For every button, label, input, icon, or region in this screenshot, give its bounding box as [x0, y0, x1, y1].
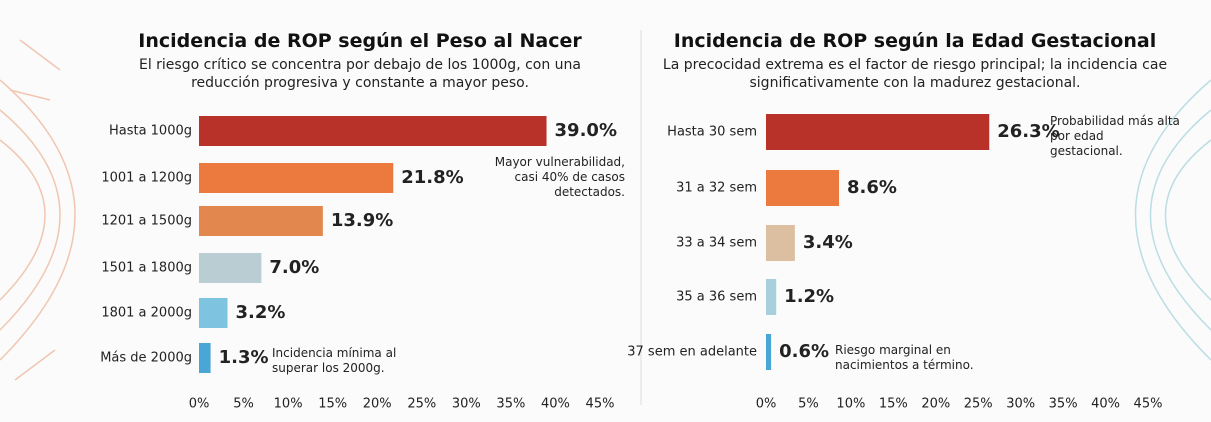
- value-label: 39.0%: [555, 120, 617, 141]
- category-label: Hasta 1000g: [109, 124, 192, 139]
- category-label: 35 a 36 sem: [676, 290, 757, 305]
- bar: [766, 114, 989, 150]
- category-label: 1201 a 1500g: [101, 214, 192, 229]
- category-label: 1801 a 2000g: [101, 306, 192, 321]
- bar: [766, 225, 795, 261]
- x-tick-label: 35%: [1049, 397, 1078, 412]
- x-tick-label: 0%: [189, 397, 210, 412]
- category-label: 1001 a 1200g: [101, 171, 192, 186]
- chart-subtitle: La precocidad extrema es el factor de ri…: [660, 56, 1170, 92]
- bar: [199, 253, 261, 283]
- x-tick-label: 10%: [274, 397, 303, 412]
- value-label: 21.8%: [401, 167, 463, 188]
- annotation: Mayor vulnerabilidad, casi 40% de casos …: [470, 155, 625, 200]
- annotation: Probabilidad más alta por edad gestacion…: [1050, 114, 1180, 159]
- value-label: 0.6%: [779, 341, 829, 362]
- x-tick-label: 45%: [1134, 397, 1163, 412]
- x-tick-label: 0%: [756, 397, 777, 412]
- category-label: Más de 2000g: [100, 351, 192, 366]
- bar: [766, 334, 771, 370]
- bar: [199, 206, 323, 236]
- annotation: Riesgo marginal en nacimientos a término…: [835, 343, 995, 373]
- value-label: 3.2%: [236, 302, 286, 323]
- value-label: 8.6%: [847, 177, 897, 198]
- x-tick-label: 20%: [363, 397, 392, 412]
- value-label: 3.4%: [803, 232, 853, 253]
- x-tick-label: 20%: [921, 397, 950, 412]
- value-label: 1.2%: [784, 286, 834, 307]
- x-tick-label: 15%: [318, 397, 347, 412]
- category-label: 33 a 34 sem: [676, 236, 757, 251]
- value-label: 1.3%: [219, 347, 269, 368]
- value-label: 13.9%: [331, 210, 393, 231]
- x-tick-label: 10%: [836, 397, 865, 412]
- bar: [199, 163, 393, 193]
- x-tick-label: 25%: [407, 397, 436, 412]
- x-tick-label: 25%: [964, 397, 993, 412]
- x-tick-label: 15%: [879, 397, 908, 412]
- infographic: 0% 5% 10% 15% 20% 25% 30% 35% 40% 45% Hasta 1000g 3…: [0, 0, 1211, 422]
- x-tick-label: 30%: [452, 397, 481, 412]
- bar: [199, 343, 211, 373]
- bar: [199, 298, 228, 328]
- x-tick-label: 30%: [1006, 397, 1035, 412]
- x-tick-label: 40%: [1091, 397, 1120, 412]
- x-tick-label: 45%: [586, 397, 615, 412]
- bar: [766, 279, 776, 315]
- annotation: Incidencia mínima al superar los 2000g.: [272, 346, 422, 376]
- chart-title: Incidencia de ROP según la Edad Gestacio…: [660, 30, 1170, 52]
- bar: [199, 116, 547, 146]
- x-tick-label: 35%: [496, 397, 525, 412]
- category-label: 1501 a 1800g: [101, 261, 192, 276]
- x-tick-label: 5%: [798, 397, 819, 412]
- chart-title: Incidencia de ROP según el Peso al Nacer: [100, 30, 620, 52]
- x-tick-label: 40%: [541, 397, 570, 412]
- bar: [766, 170, 839, 206]
- value-label: 7.0%: [269, 257, 319, 278]
- x-tick-label: 5%: [233, 397, 254, 412]
- chart-subtitle: El riesgo crítico se concentra por debaj…: [110, 56, 610, 92]
- eye-decoration: [0, 40, 75, 380]
- category-label: 31 a 32 sem: [676, 181, 757, 196]
- category-label: Hasta 30 sem: [667, 125, 757, 140]
- category-label: 37 sem en adelante: [627, 345, 757, 360]
